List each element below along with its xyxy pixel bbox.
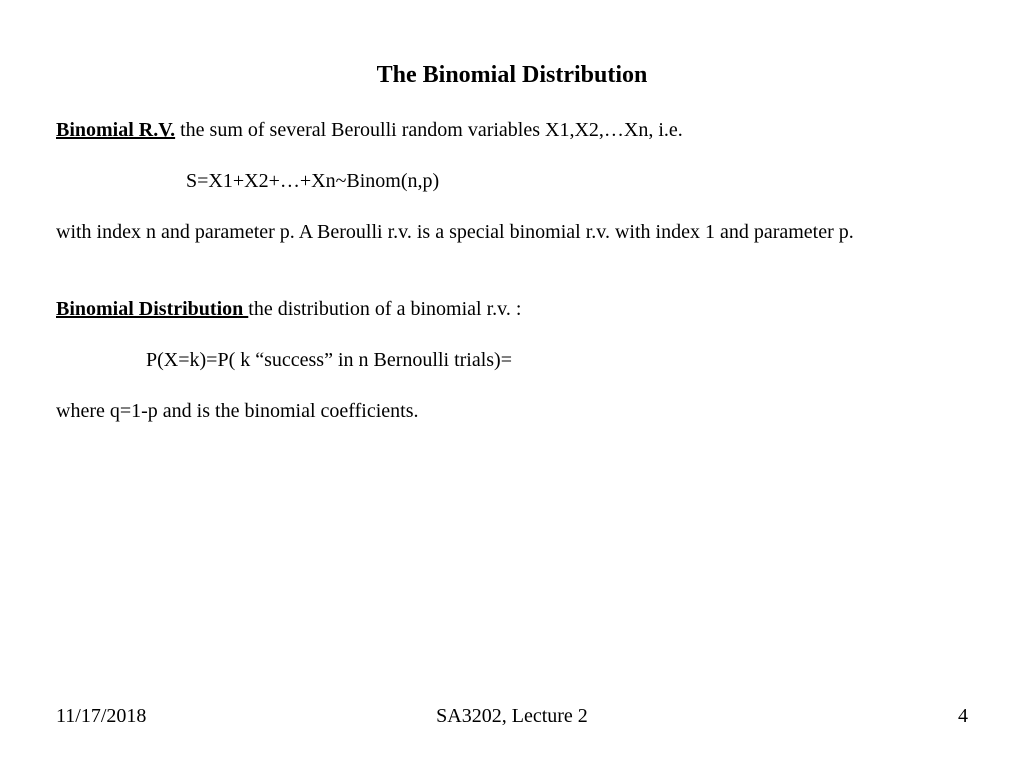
para-index-parameter: with index n and parameter p. A Beroulli… <box>56 219 968 246</box>
page-title: The Binomial Distribution <box>56 62 968 89</box>
formula-sum: S=X1+X2+…+Xn~Binom(n,p) <box>56 168 968 195</box>
term-binomial-rv: Binomial R.V. <box>56 119 175 141</box>
footer-date: 11/17/2018 <box>56 705 360 728</box>
footer-page: 4 <box>664 705 968 728</box>
para-coefficients: where q=1-p and is the binomial coeffici… <box>56 398 968 425</box>
footer: 11/17/2018 SA3202, Lecture 2 4 <box>56 705 968 728</box>
section2-rest: the distribution of a binomial r.v. : <box>248 298 521 320</box>
formula-pxk: P(X=k)=P( k “success” in n Bernoulli tri… <box>56 347 968 374</box>
term-binomial-dist: Binomial Distribution <box>56 298 248 320</box>
section-binomial-rv: Binomial R.V. the sum of several Beroull… <box>56 117 968 144</box>
section-binomial-dist: Binomial Distribution the distribution o… <box>56 296 968 323</box>
footer-course: SA3202, Lecture 2 <box>360 705 664 728</box>
section1-rest: the sum of several Beroulli random varia… <box>175 119 683 141</box>
